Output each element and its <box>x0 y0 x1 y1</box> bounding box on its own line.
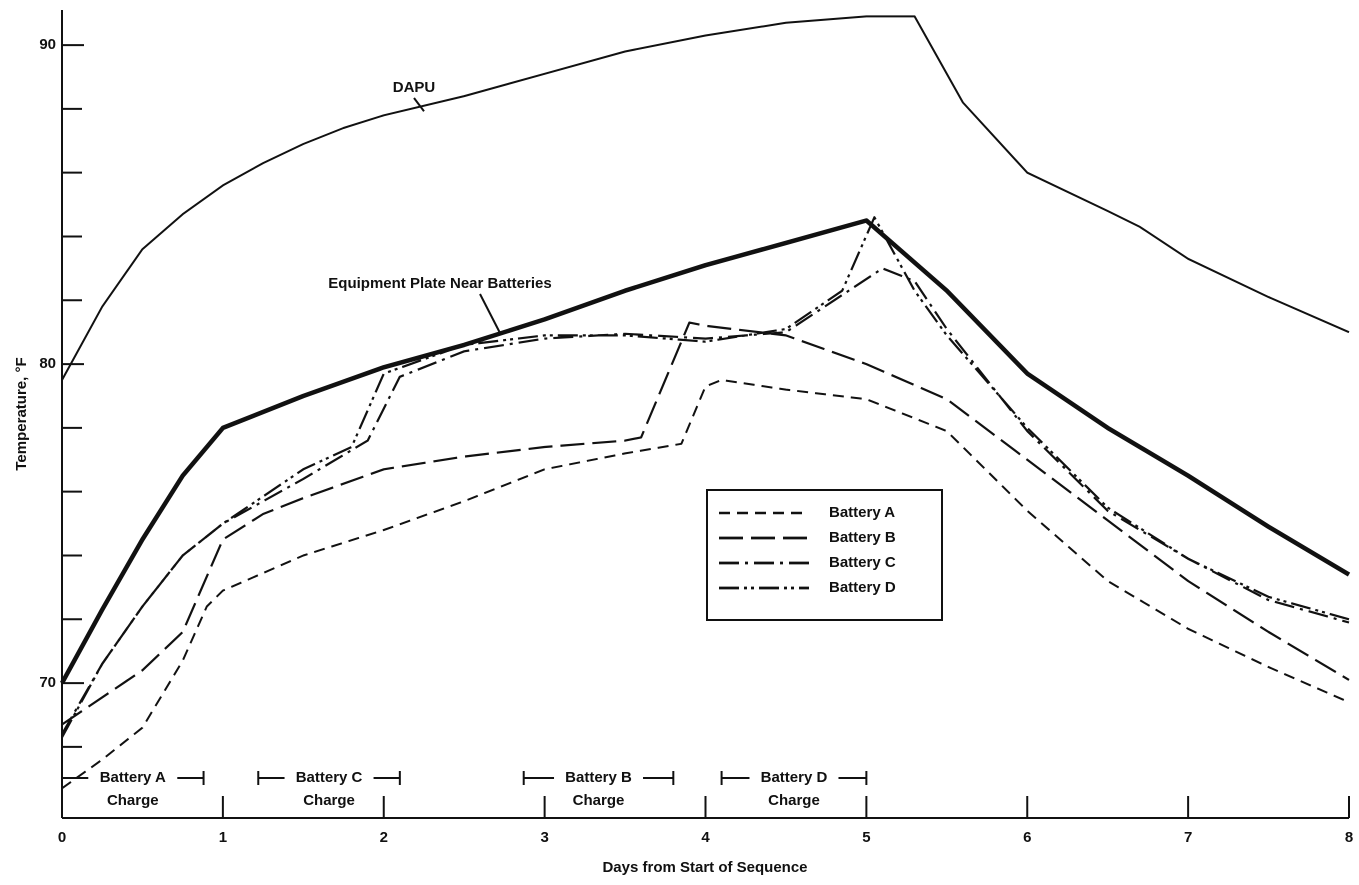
charge-label: Battery D <box>761 769 828 786</box>
x-tick-label: 7 <box>1184 829 1192 846</box>
y-tick-label: 90 <box>39 36 56 53</box>
charge-sub: Charge <box>303 792 355 809</box>
legend-label: Battery D <box>829 579 896 596</box>
y-axis-label: Temperature, °F <box>13 357 30 470</box>
x-tick-label: 5 <box>862 829 870 846</box>
annotation-leader <box>413 97 425 112</box>
x-tick-label: 6 <box>1023 829 1031 846</box>
x-tick-label: 3 <box>540 829 548 846</box>
legend-label: Battery C <box>829 554 896 571</box>
series-line <box>61 15 1350 381</box>
annotation-leader <box>479 293 501 334</box>
annotation: DAPU <box>393 79 436 96</box>
annotation: Equipment Plate Near Batteries <box>328 275 551 292</box>
charge-label: Battery B <box>565 769 632 786</box>
series-line <box>61 267 1350 735</box>
x-tick-label: 4 <box>701 829 710 846</box>
y-tick-label: 70 <box>39 674 56 691</box>
charge-label: Battery C <box>296 769 363 786</box>
x-tick-label: 0 <box>58 829 66 846</box>
x-axis-label: Days from Start of Sequence <box>602 859 807 876</box>
charge-label: Battery A <box>100 769 166 786</box>
legend-label: Battery B <box>829 529 896 546</box>
x-tick-label: 1 <box>219 829 227 846</box>
charge-sub: Charge <box>768 792 820 809</box>
charge-sub: Charge <box>573 792 625 809</box>
y-tick-label: 80 <box>39 355 56 372</box>
series-line <box>60 218 1351 685</box>
x-tick-label: 2 <box>380 829 388 846</box>
series-line <box>61 321 1350 726</box>
legend: Battery A Battery B Battery C Battery D <box>706 489 943 621</box>
series-line <box>61 379 1350 790</box>
x-tick-label: 8 <box>1345 829 1353 846</box>
legend-box <box>706 489 943 621</box>
charge-sub: Charge <box>107 792 159 809</box>
legend-label: Battery A <box>829 504 895 521</box>
series-line <box>61 216 1350 738</box>
